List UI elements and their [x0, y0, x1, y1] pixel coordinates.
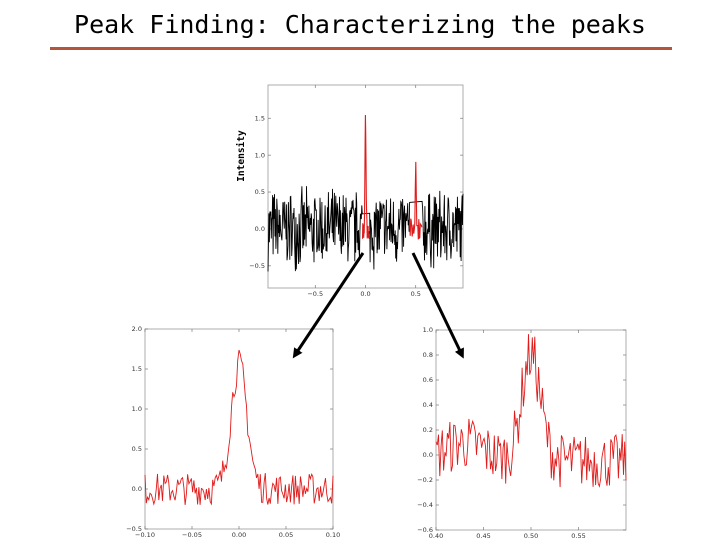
x-tick-label: 0.55 — [571, 532, 585, 540]
noise-series-line — [267, 186, 464, 272]
y-tick-label: −0.2 — [417, 476, 433, 484]
plot-frame — [144, 328, 334, 530]
slide-title: Peak Finding: Characterizing the peaks — [74, 10, 646, 39]
y-tick-label: 0.0 — [255, 225, 265, 233]
main-spectrum-chart: −0.5 0.0 0.5 −0.5 0.0 0.5 1.0 1.5 Intensity — [236, 84, 464, 298]
y-tick-label: 1.0 — [423, 326, 433, 334]
right-peak-zoom-chart: 0.40 0.45 0.50 0.55 −0.6 −0.4 −0.2 0.0 0.2 0.4 0.6… — [417, 326, 627, 540]
y-tick-label: 1.0 — [132, 405, 142, 413]
peak-series-line-1 — [361, 114, 371, 240]
y-axis-label: Intensity — [236, 130, 247, 182]
x-tick-label: 0.40 — [429, 532, 443, 540]
x-tick-label: 0.00 — [232, 531, 246, 539]
y-tick-label: 0.2 — [423, 426, 433, 434]
x-tick-label: 0.10 — [326, 531, 340, 539]
y-tick-label: 0.5 — [132, 445, 142, 453]
peak-series-line-2 — [409, 161, 423, 240]
y-tick-label: 2.0 — [132, 325, 142, 333]
arrow-to-left-zoom — [292, 252, 365, 359]
y-tick-label: 1.5 — [132, 365, 142, 373]
y-tick-label: 0.0 — [132, 485, 142, 493]
y-tick-label: −0.4 — [417, 501, 433, 509]
y-tick-label: 1.5 — [255, 114, 265, 122]
title-underline — [50, 47, 672, 50]
y-tick-label: 0.5 — [255, 188, 265, 196]
x-tick-label: −0.5 — [307, 290, 323, 298]
x-tick-label: −0.10 — [135, 531, 155, 539]
x-tick-label: 0.0 — [360, 290, 370, 298]
y-tick-label: 1.0 — [255, 151, 265, 159]
y-tick-label: 0.8 — [423, 351, 433, 359]
x-tick-label: 0.45 — [476, 532, 490, 540]
y-tick-label: −0.5 — [126, 525, 142, 533]
y-tick-label: −0.5 — [249, 262, 265, 270]
y-tick-label: 0.0 — [423, 451, 433, 459]
x-tick-label: 0.5 — [411, 290, 421, 298]
y-tick-label: 0.6 — [423, 376, 433, 384]
y-tick-label: −0.6 — [417, 526, 433, 534]
left-peak-zoom-chart: −0.10 −0.05 0.00 0.05 0.10 −0.5 0.0 0.5 1.0 1.5 2.… — [126, 325, 340, 539]
zoom-series-line — [144, 349, 334, 506]
y-tick-label: 0.4 — [423, 401, 433, 409]
x-tick-label: −0.05 — [182, 531, 202, 539]
x-tick-label: 0.50 — [524, 532, 538, 540]
arrow-to-right-zoom — [411, 252, 464, 359]
x-tick-label: 0.05 — [279, 531, 293, 539]
zoom-series-line — [435, 334, 627, 488]
